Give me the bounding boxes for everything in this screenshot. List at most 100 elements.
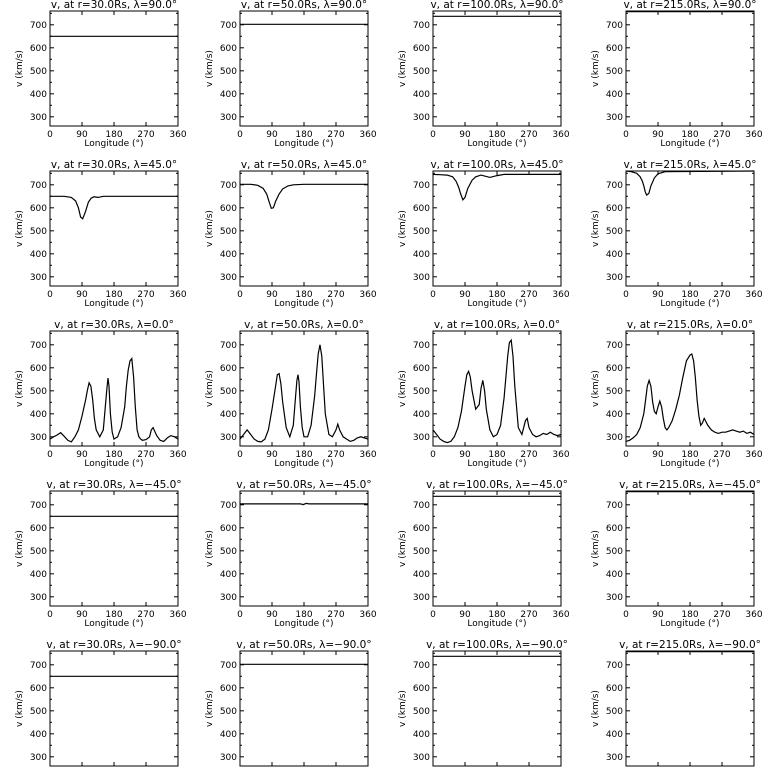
x-tick-label: 0 — [47, 610, 53, 620]
x-tick-label: 360 — [552, 450, 569, 460]
plot-frame — [239, 330, 369, 447]
y-tick-label: 600 — [220, 44, 237, 54]
x-tick-label: 0 — [47, 450, 53, 460]
y-tick-label: 600 — [606, 204, 623, 214]
x-tick-label: 270 — [137, 290, 154, 300]
x-tick-label: 0 — [623, 290, 629, 300]
x-axis-label: Longitude (°) — [467, 619, 526, 629]
y-tick-label: 400 — [606, 250, 623, 260]
plot-frame — [432, 330, 562, 447]
x-tick-label: 180 — [488, 290, 505, 300]
x-tick-label: 270 — [713, 610, 730, 620]
y-axis-label: v (km/s) — [591, 210, 601, 247]
y-tick-label: 700 — [30, 181, 47, 191]
x-tick-label: 90 — [76, 450, 88, 460]
x-tick-label: 270 — [713, 450, 730, 460]
panel-title: v, at r=100.0Rs, λ=−90.0° — [426, 639, 568, 651]
plot-frame — [239, 650, 369, 767]
y-tick-label: 300 — [606, 753, 623, 763]
x-axis-label: Longitude (°) — [84, 459, 143, 469]
y-tick-label: 700 — [413, 341, 430, 351]
y-tick-label: 700 — [413, 501, 430, 511]
y-tick-label: 500 — [606, 227, 623, 237]
x-axis-label: Longitude (°) — [660, 139, 719, 149]
x-tick-label: 180 — [681, 130, 698, 140]
x-tick-label: 360 — [169, 610, 186, 620]
x-tick-label: 90 — [76, 290, 88, 300]
y-axis-label: v (km/s) — [205, 50, 215, 87]
panel-title: v, at r=50.0Rs, λ=−45.0° — [236, 479, 371, 491]
x-tick-label: 0 — [430, 610, 436, 620]
x-tick-label: 180 — [681, 290, 698, 300]
y-tick-label: 300 — [220, 273, 237, 283]
y-tick-label: 400 — [30, 570, 47, 580]
x-tick-label: 360 — [745, 610, 762, 620]
x-tick-label: 360 — [169, 450, 186, 460]
x-tick-label: 0 — [430, 290, 436, 300]
x-tick-label: 90 — [266, 610, 278, 620]
x-tick-label: 180 — [488, 450, 505, 460]
x-tick-label: 270 — [520, 450, 537, 460]
y-axis-label: v (km/s) — [205, 690, 215, 727]
x-tick-label: 90 — [459, 290, 471, 300]
x-tick-label: 90 — [652, 130, 664, 140]
y-tick-label: 300 — [413, 273, 430, 283]
y-tick-label: 500 — [30, 547, 47, 557]
x-axis-label: Longitude (°) — [274, 139, 333, 149]
x-tick-label: 0 — [237, 130, 243, 140]
panel-2: v, at r=50.0Rs, λ=90.0° 300 400 500 600 700 0 9… — [205, 0, 377, 149]
x-tick-label: 180 — [295, 290, 312, 300]
series-line — [240, 183, 368, 210]
x-tick-label: 90 — [266, 130, 278, 140]
plot-frame — [49, 10, 179, 127]
x-tick-label: 180 — [681, 610, 698, 620]
x-tick-label: 270 — [327, 450, 344, 460]
y-tick-label: 400 — [220, 570, 237, 580]
x-tick-label: 0 — [237, 290, 243, 300]
y-tick-label: 300 — [413, 593, 430, 603]
y-tick-label: 600 — [30, 44, 47, 54]
x-tick-label: 0 — [47, 290, 53, 300]
y-tick-label: 400 — [413, 570, 430, 580]
plot-frame — [239, 490, 369, 607]
panel-3: v, at r=100.0Rs, λ=90.0° 300 400 500 600 700 0… — [398, 0, 570, 149]
y-tick-label: 700 — [606, 501, 623, 511]
x-tick-label: 180 — [488, 610, 505, 620]
x-tick-label: 0 — [623, 450, 629, 460]
y-tick-label: 500 — [606, 387, 623, 397]
y-tick-label: 700 — [606, 181, 623, 191]
panel-4: v, at r=215.0Rs, λ=90.0° 300 400 500 600 700 0… — [591, 0, 763, 149]
panel-13: v, at r=30.0Rs, λ=−45.0° 300 400 500 600 700 0… — [15, 479, 187, 629]
plot-frame — [625, 490, 755, 607]
y-tick-label: 500 — [606, 707, 623, 717]
y-tick-label: 700 — [606, 341, 623, 351]
series-line — [50, 195, 178, 220]
y-tick-label: 300 — [30, 753, 47, 763]
x-tick-label: 90 — [459, 450, 471, 460]
x-tick-label: 90 — [652, 610, 664, 620]
y-tick-label: 400 — [220, 90, 237, 100]
y-tick-label: 300 — [606, 113, 623, 123]
panel-title: v, at r=50.0Rs, λ=45.0° — [241, 159, 367, 171]
y-tick-label: 700 — [30, 501, 47, 511]
y-tick-label: 500 — [30, 227, 47, 237]
y-tick-label: 500 — [413, 67, 430, 77]
y-tick-label: 600 — [413, 364, 430, 374]
plot-frame — [625, 170, 755, 287]
y-tick-label: 400 — [606, 730, 623, 740]
y-tick-label: 300 — [413, 753, 430, 763]
x-tick-label: 270 — [137, 450, 154, 460]
y-tick-label: 600 — [30, 524, 47, 534]
y-tick-label: 300 — [606, 433, 623, 443]
x-tick-label: 270 — [520, 130, 537, 140]
plot-frame — [625, 650, 755, 767]
plot-frame — [49, 650, 179, 767]
x-tick-label: 180 — [295, 610, 312, 620]
x-axis-label: Longitude (°) — [660, 459, 719, 469]
x-axis-label: Longitude (°) — [274, 299, 333, 309]
y-tick-label: 700 — [220, 181, 237, 191]
y-axis-label: v (km/s) — [398, 50, 408, 87]
y-tick-label: 300 — [220, 433, 237, 443]
x-tick-label: 360 — [359, 450, 376, 460]
